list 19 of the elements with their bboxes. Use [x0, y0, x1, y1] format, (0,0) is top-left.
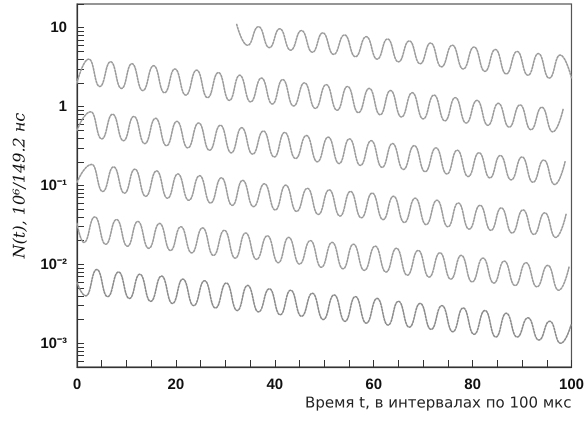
line-series: [76, 58, 564, 133]
x-tick-label: 0: [72, 376, 82, 393]
x-tick-label: 40: [266, 376, 284, 393]
y-tick-label: 10⁻³: [40, 334, 67, 352]
x-axis-title: Время t, в интервалах по 100 мкс: [305, 394, 572, 412]
x-tick-label: 80: [464, 376, 481, 393]
line-series: [236, 24, 572, 79]
line-series: [76, 110, 566, 186]
y-tick-label: 1: [58, 98, 67, 116]
x-tick-label: 100: [558, 376, 584, 393]
y-tick-label: 10⁻¹: [40, 177, 67, 194]
y-tick-label: 10⁻²: [40, 256, 67, 273]
line-series: [76, 164, 567, 238]
y-tick-label: 10: [50, 19, 67, 36]
y-axis-title: N(t), 10⁶/149.2 нс: [10, 112, 28, 260]
line-series: [76, 268, 572, 344]
x-tick-label: 20: [168, 376, 184, 393]
x-tick-label: 60: [365, 376, 382, 393]
line-series: [76, 216, 570, 292]
